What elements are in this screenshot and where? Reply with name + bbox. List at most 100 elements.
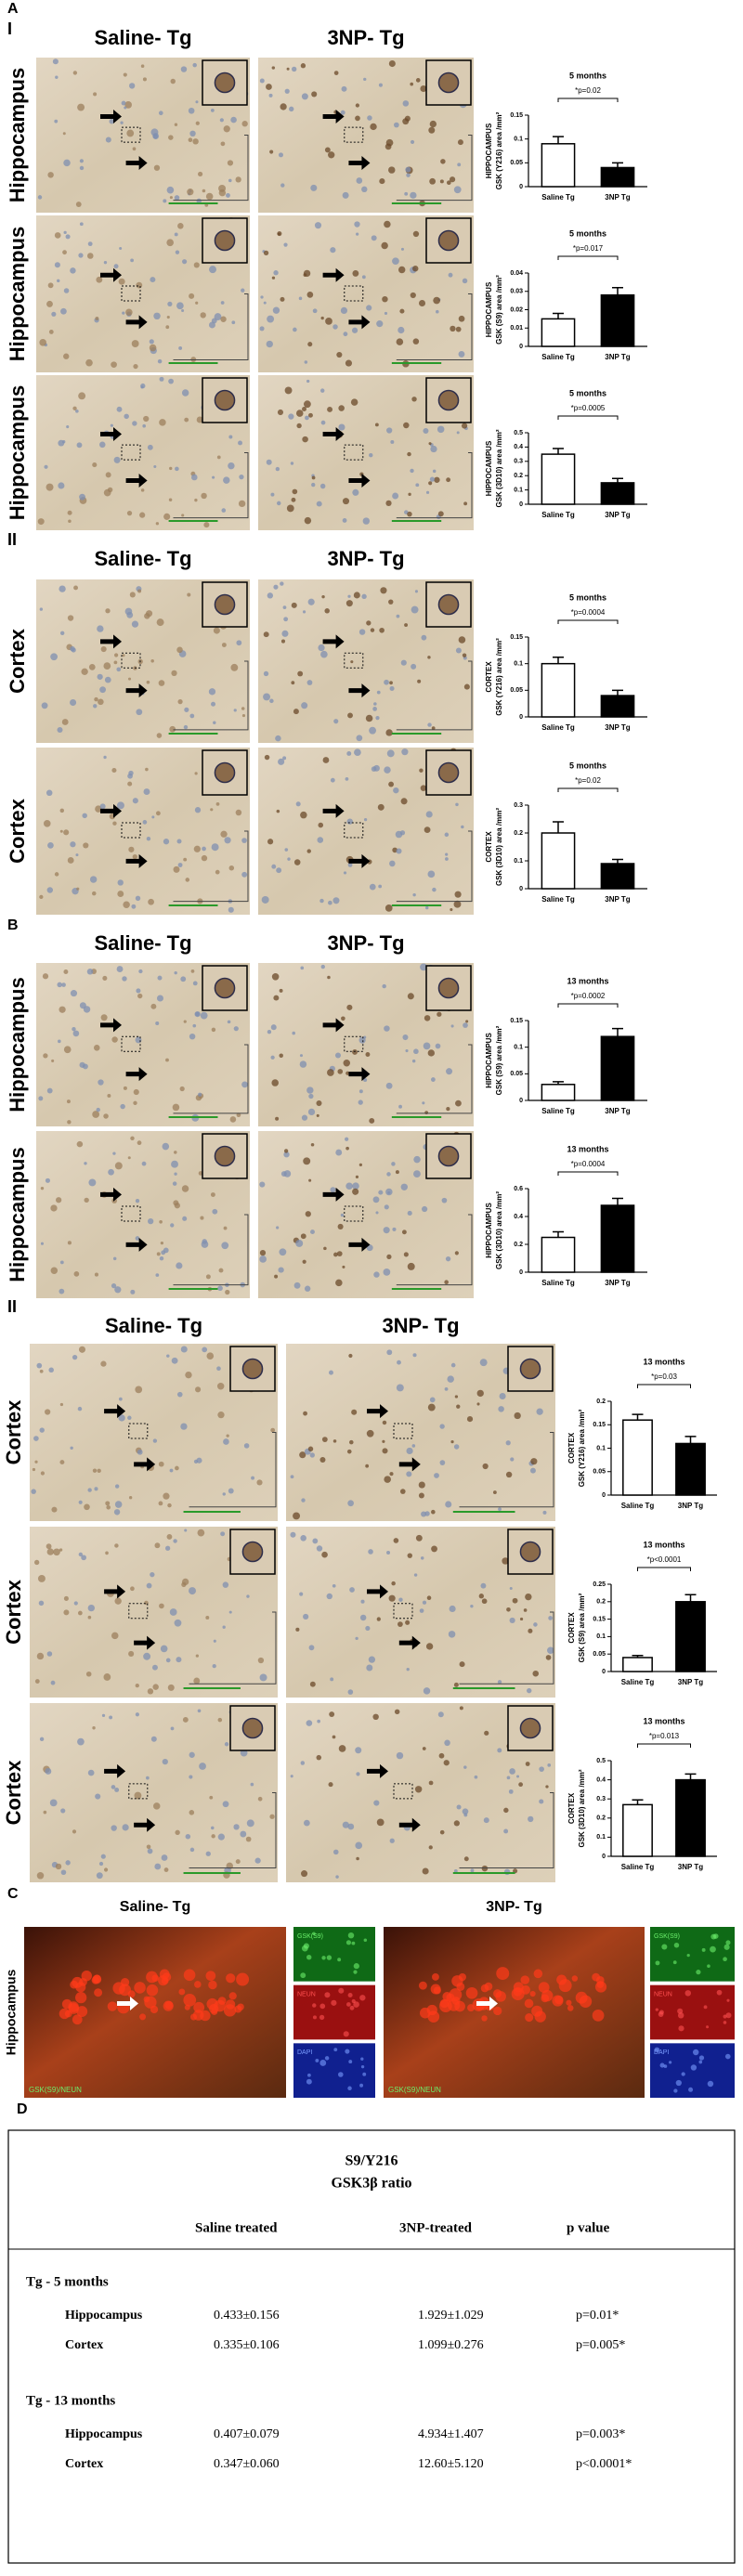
cell — [363, 1077, 368, 1083]
cell — [50, 653, 58, 661]
micrograph — [258, 579, 474, 743]
cell — [363, 817, 368, 822]
arrow — [125, 683, 148, 698]
cell — [396, 338, 404, 345]
channel-cell — [723, 1957, 727, 1962]
cell — [231, 320, 236, 325]
y-tick-label: 0.5 — [596, 1758, 606, 1764]
cell — [347, 1500, 354, 1507]
cell — [135, 895, 141, 902]
channel-cell — [348, 2060, 353, 2064]
cell — [59, 1006, 66, 1013]
cell — [317, 837, 324, 843]
cell — [217, 1717, 223, 1723]
roi — [393, 1603, 413, 1620]
cell — [162, 1142, 170, 1151]
row-label: Cortex — [2, 1399, 25, 1464]
significance-bracket — [637, 1567, 691, 1571]
channel-cell — [692, 2049, 699, 2056]
cell — [188, 137, 193, 143]
cell — [59, 585, 66, 592]
channel-cell — [306, 2078, 312, 2085]
x-tick-label: Saline Tg — [541, 353, 575, 361]
neuron — [228, 1992, 237, 2000]
cell — [519, 1617, 524, 1621]
cell — [54, 119, 59, 124]
y-axis-label: GSK (3D10) area /mm² — [578, 1769, 586, 1847]
cell — [365, 1052, 371, 1057]
channel-cell — [658, 2011, 664, 2017]
cell — [427, 870, 436, 878]
cell — [428, 442, 432, 446]
cell — [72, 1030, 80, 1037]
arrow — [322, 426, 345, 441]
neuron — [493, 1989, 502, 1998]
cell — [166, 186, 175, 194]
cell — [208, 321, 215, 329]
cell — [167, 301, 173, 306]
channel-cell — [725, 1940, 731, 1945]
cell — [63, 1046, 72, 1054]
neuron — [217, 1997, 227, 2005]
cell — [205, 1274, 211, 1280]
micrograph — [36, 375, 250, 530]
cell — [135, 1236, 140, 1241]
neuron — [139, 2013, 147, 2021]
cell — [46, 789, 53, 797]
cell — [386, 1349, 393, 1356]
bar — [675, 1601, 706, 1672]
channel-cell — [724, 2053, 731, 2060]
significance-label: *p=0.017 — [573, 244, 604, 253]
cell — [47, 842, 54, 849]
cell — [345, 1071, 350, 1075]
cell — [343, 332, 348, 337]
cell — [337, 1069, 344, 1074]
cell — [358, 1089, 363, 1094]
cell — [384, 1025, 390, 1032]
cell — [354, 748, 361, 757]
inset-cell — [437, 389, 460, 411]
cell — [379, 178, 385, 185]
cell — [150, 659, 154, 663]
y-tick-label: 0.1 — [514, 137, 523, 143]
cell — [542, 1510, 547, 1515]
roi — [121, 126, 141, 143]
column-header: Saline- Tg — [105, 1314, 202, 1337]
roi — [128, 1783, 149, 1800]
neuron — [107, 2001, 118, 2011]
cell — [396, 614, 400, 618]
cell — [450, 1440, 454, 1444]
cell — [271, 864, 277, 869]
channel-cell — [698, 2060, 703, 2064]
cell — [403, 1252, 409, 1257]
channel-cell — [346, 2002, 351, 2007]
arrow — [367, 1404, 388, 1419]
channel-cell — [710, 1945, 716, 1953]
cell — [103, 662, 111, 670]
column-header: 3NP- Tg — [327, 26, 404, 49]
bar — [600, 166, 635, 188]
cell — [111, 767, 117, 774]
cell — [44, 464, 48, 469]
cell — [259, 78, 265, 84]
cell — [159, 419, 166, 426]
cell — [345, 359, 352, 367]
cell — [349, 1587, 355, 1593]
cell — [350, 398, 358, 406]
cell — [238, 500, 246, 508]
y-tick-label: 0 — [519, 1098, 523, 1104]
neuron — [529, 1990, 536, 1997]
cell — [171, 1160, 178, 1168]
micrograph — [36, 579, 250, 743]
cell — [397, 1360, 401, 1365]
cell — [393, 787, 399, 794]
cell — [33, 1436, 39, 1441]
cell — [333, 719, 339, 724]
cell — [547, 1646, 554, 1654]
cell — [548, 1616, 553, 1620]
cell — [267, 839, 274, 845]
cell — [425, 905, 429, 910]
micrograph — [286, 1527, 555, 1698]
significance-label: *p=0.013 — [649, 1732, 680, 1740]
cell — [318, 822, 324, 828]
